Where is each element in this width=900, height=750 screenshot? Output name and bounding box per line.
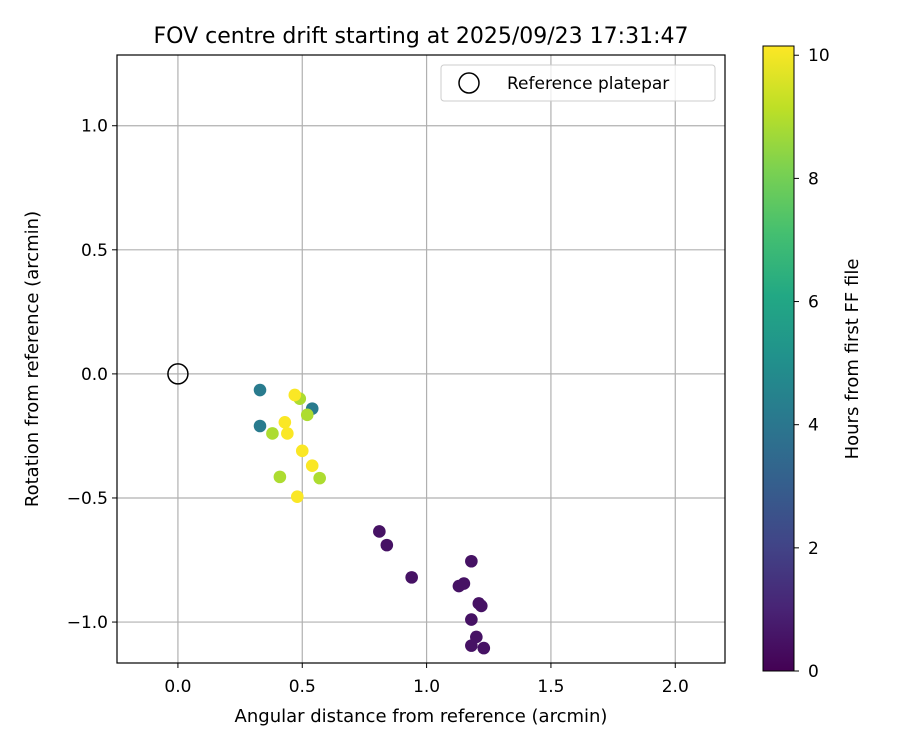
data-point bbox=[305, 459, 319, 473]
colorbar-tick-label: 4 bbox=[808, 416, 819, 436]
legend-box bbox=[440, 64, 716, 102]
y-tick-label: 0.5 bbox=[81, 241, 108, 261]
x-axis-ticks: 0.0 0.5 1.0 1.5 2.0 bbox=[164, 663, 689, 697]
colorbar-label: Hours from first FF file bbox=[842, 259, 863, 460]
colorbar-tick-label: 10 bbox=[808, 46, 830, 66]
data-point bbox=[465, 554, 478, 568]
data-point bbox=[313, 471, 326, 485]
y-tick-label: 1.0 bbox=[81, 117, 108, 137]
data-point bbox=[477, 641, 491, 655]
legend: Reference platepar bbox=[440, 64, 716, 102]
data-point bbox=[295, 444, 309, 458]
data-point bbox=[253, 419, 267, 433]
grid-lines bbox=[117, 55, 725, 663]
x-tick-label: 0.0 bbox=[164, 677, 191, 697]
chart-title: FOV centre drift starting at 2025/09/23 … bbox=[154, 24, 689, 49]
x-axis-label: Angular distance from reference (arcmin) bbox=[235, 706, 608, 727]
x-tick-label: 1.0 bbox=[413, 677, 440, 697]
data-point bbox=[405, 571, 418, 584]
data-point bbox=[465, 613, 478, 626]
data-point bbox=[288, 388, 302, 402]
colorbar-tick-label: 6 bbox=[808, 293, 819, 313]
data-point bbox=[253, 383, 267, 397]
y-tick-label: −0.5 bbox=[67, 489, 108, 509]
colorbar-tick-label: 2 bbox=[808, 539, 819, 559]
data-point bbox=[266, 427, 279, 440]
colorbar-tick-label: 8 bbox=[808, 169, 819, 189]
x-tick-label: 2.0 bbox=[662, 677, 689, 697]
colorbar-gradient bbox=[762, 45, 795, 672]
legend-reference-marker bbox=[458, 72, 480, 94]
colorbar-tick-label: 0 bbox=[808, 662, 819, 682]
data-point bbox=[300, 408, 314, 422]
data-point bbox=[290, 490, 304, 504]
colorbar-ticks: 0 2 4 6 8 10 bbox=[794, 46, 830, 682]
data-point bbox=[281, 427, 294, 440]
data-points bbox=[253, 383, 491, 655]
data-point bbox=[273, 470, 287, 484]
x-tick-label: 0.5 bbox=[289, 677, 316, 697]
data-point bbox=[380, 538, 394, 552]
data-point bbox=[278, 415, 292, 429]
x-tick-label: 1.5 bbox=[537, 677, 564, 697]
reference-platepar-marker bbox=[167, 363, 189, 385]
y-axis-ticks: −1.0 −0.5 0.0 0.5 1.0 bbox=[67, 117, 117, 633]
y-axis-label: Rotation from reference (arcmin) bbox=[22, 211, 43, 507]
y-tick-label: −1.0 bbox=[67, 613, 108, 633]
y-tick-label: 0.0 bbox=[81, 365, 108, 385]
data-point bbox=[475, 599, 488, 613]
colorbar: 0 2 4 6 8 10 Hours from first FF file bbox=[762, 45, 863, 682]
data-point bbox=[373, 525, 386, 538]
legend-entry-label: Reference platepar bbox=[507, 74, 669, 94]
plot-area-frame bbox=[116, 54, 726, 664]
reference-marker-layer bbox=[167, 363, 189, 385]
data-point bbox=[457, 577, 471, 590]
data-point bbox=[465, 639, 478, 652]
